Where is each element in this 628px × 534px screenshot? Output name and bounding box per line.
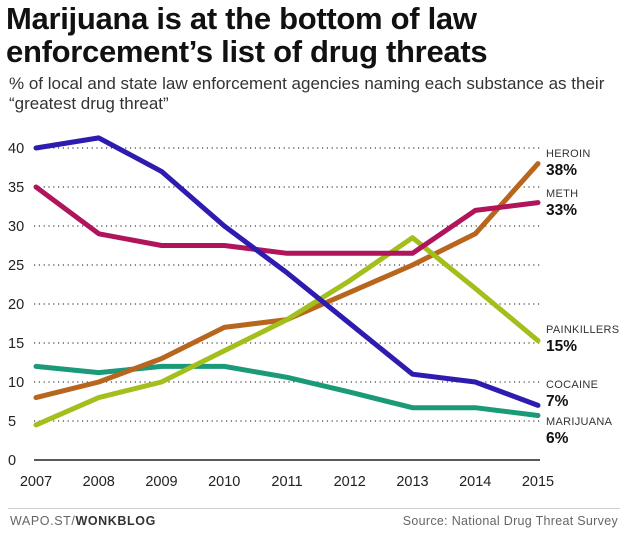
series-value-label: 6% (546, 430, 569, 447)
x-axis-tick-labels: 2007 2008 2009 2010 2011 2012 2013 2014 2015 (20, 474, 554, 490)
chart-title: Marijuana is at the bottom of law enforc… (6, 1, 488, 69)
footer-credit-prefix: WAPO.ST/ (10, 514, 76, 528)
y-tick-label: 25 (8, 258, 24, 274)
series-line-marijuana (33, 363, 541, 418)
y-tick-label: 5 (8, 414, 16, 430)
series-value-label: 38% (546, 162, 577, 179)
x-tick-label: 2010 (208, 474, 240, 490)
x-tick-label: 2012 (334, 474, 366, 490)
x-tick-label: 2008 (83, 474, 115, 490)
y-tick-label: 0 (8, 453, 16, 469)
footer-source: Source: National Drug Threat Survey (402, 514, 618, 528)
footer-divider (8, 508, 620, 509)
x-tick-label: 2015 (522, 474, 554, 490)
series-line-meth (33, 184, 541, 256)
x-tick-label: 2009 (145, 474, 177, 490)
y-tick-label: 20 (8, 297, 24, 313)
series-name-label: HEROIN (546, 148, 591, 160)
x-tick-label: 2014 (459, 474, 491, 490)
y-tick-label: 35 (8, 180, 24, 196)
series-end-labels: HEROIN 38% METH 33% PAINKILLERS 15% COCAINE 7% M… (546, 148, 619, 447)
footer-credit-brand: WONKBLOG (75, 514, 156, 528)
series-name-label: METH (546, 188, 578, 200)
y-axis-tick-labels: 0 5 10 15 20 25 30 35 40 (8, 141, 24, 469)
y-tick-label: 10 (8, 375, 24, 391)
series-name-label: PAINKILLERS (546, 324, 619, 336)
x-tick-label: 2007 (20, 474, 52, 490)
series-lines (33, 135, 541, 428)
chart-subtitle: % of local and state law enforcement age… (9, 74, 605, 113)
x-tick-label: 2011 (271, 474, 302, 490)
series-value-label: 15% (546, 338, 577, 355)
y-tick-label: 15 (8, 336, 24, 352)
y-tick-label: 30 (8, 219, 24, 235)
series-value-label: 33% (546, 202, 577, 219)
series-name-label: MARIJUANA (546, 416, 613, 428)
grid-lines (34, 147, 540, 461)
series-name-label: COCAINE (546, 379, 598, 391)
series-line-painkillers (33, 235, 541, 428)
x-tick-label: 2013 (396, 474, 428, 490)
y-tick-label: 40 (8, 141, 24, 157)
series-line-cocaine (33, 135, 541, 408)
series-value-label: 7% (546, 393, 569, 410)
footer-credit: WAPO.ST/WONKBLOG (10, 514, 156, 528)
